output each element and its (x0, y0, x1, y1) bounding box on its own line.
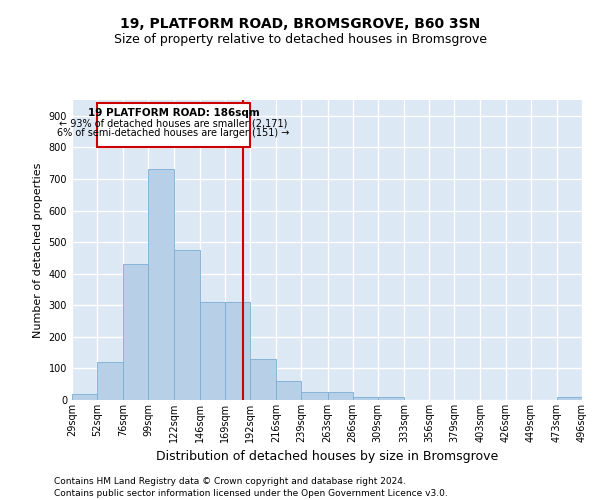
Bar (72, 394, 97, 400)
Bar (97, 362, 124, 400)
Bar (276, 381, 301, 400)
Bar (124, 264, 148, 400)
Bar (173, 250, 200, 400)
Bar (378, 397, 404, 400)
Bar (225, 302, 250, 400)
Bar (200, 302, 225, 400)
Text: 6% of semi-detached houses are larger (151) →: 6% of semi-detached houses are larger (1… (58, 128, 290, 138)
X-axis label: Distribution of detached houses by size in Bromsgrove: Distribution of detached houses by size … (156, 450, 498, 464)
Bar (301, 392, 328, 400)
Text: 19, PLATFORM ROAD, BROMSGROVE, B60 3SN: 19, PLATFORM ROAD, BROMSGROVE, B60 3SN (120, 18, 480, 32)
Bar (250, 359, 276, 400)
Bar (328, 392, 353, 400)
Bar (557, 397, 582, 400)
Text: 19 PLATFORM ROAD: 186sqm: 19 PLATFORM ROAD: 186sqm (88, 108, 259, 118)
Text: Contains HM Land Registry data © Crown copyright and database right 2024.: Contains HM Land Registry data © Crown c… (54, 478, 406, 486)
Bar (353, 397, 378, 400)
Text: Size of property relative to detached houses in Bromsgrove: Size of property relative to detached ho… (113, 32, 487, 46)
Y-axis label: Number of detached properties: Number of detached properties (33, 162, 43, 338)
Text: Contains public sector information licensed under the Open Government Licence v3: Contains public sector information licen… (54, 489, 448, 498)
Bar (97, 103, 250, 148)
Bar (148, 170, 173, 400)
Text: ← 93% of detached houses are smaller (2,171): ← 93% of detached houses are smaller (2,… (59, 119, 288, 129)
